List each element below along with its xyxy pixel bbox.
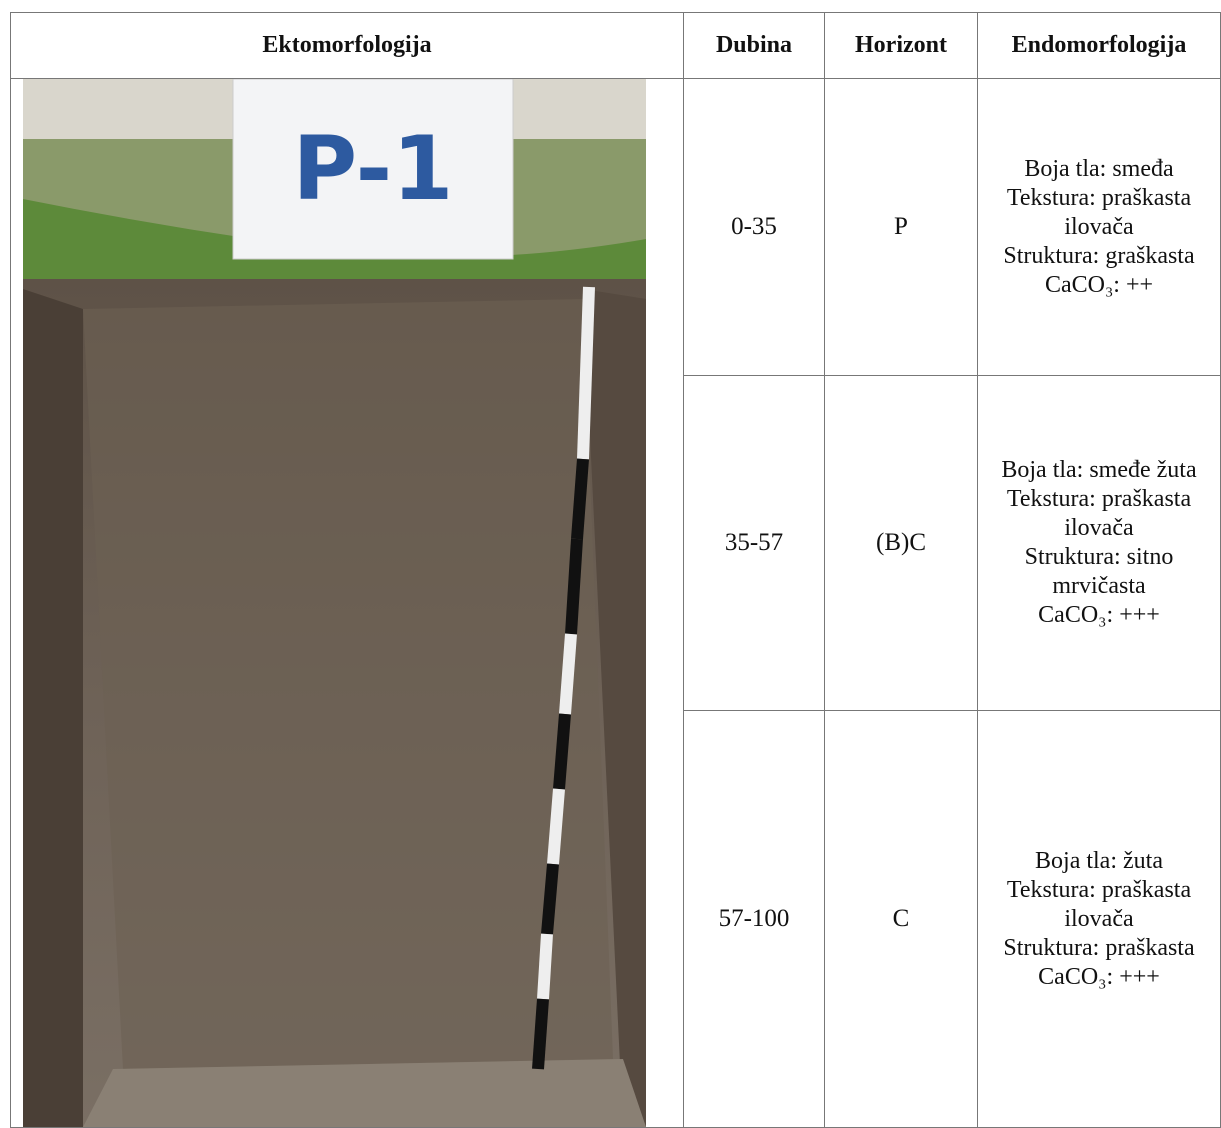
soil-profile-table: Ektomorfologija Dubina Horizont Endomorf… xyxy=(10,12,1221,1128)
header-cell: Endomorfologija xyxy=(978,13,1221,79)
property: Struktura: sitno mrvičasta xyxy=(980,543,1218,601)
property: Tekstura: praškasta ilovača xyxy=(980,876,1218,934)
property: Tekstura: praškasta ilovača xyxy=(980,184,1218,242)
header-row: Ektomorfologija Dubina Horizont Endomorf… xyxy=(11,13,1221,79)
property: CaCO₃: +++ xyxy=(980,963,1218,992)
horizon-cell: P xyxy=(825,79,978,376)
soil-pit-photo: P-1 xyxy=(23,79,646,1127)
header-cell: Horizont xyxy=(825,13,978,79)
sign-label: P-1 xyxy=(293,117,454,220)
property: Boja tla: smeđe žuta xyxy=(980,456,1218,485)
property: CaCO₃: ++ xyxy=(980,271,1218,300)
depth-cell: 35-57 xyxy=(684,376,825,711)
header-cell: Dubina xyxy=(684,13,825,79)
property: Boja tla: smeđa xyxy=(980,155,1218,184)
property: Boja tla: žuta xyxy=(980,847,1218,876)
photo-cell: P-1 xyxy=(11,79,684,1128)
depth-cell: 57-100 xyxy=(684,711,825,1128)
horizon-cell: (B)C xyxy=(825,376,978,711)
horizon-cell: C xyxy=(825,711,978,1128)
depth-cell: 0-35 xyxy=(684,79,825,376)
header-cell: Ektomorfologija xyxy=(11,13,684,79)
page: Ektomorfologija Dubina Horizont Endomorf… xyxy=(0,0,1221,1127)
property: Tekstura: praškasta ilovača xyxy=(980,485,1218,543)
property: CaCO₃: +++ xyxy=(980,601,1218,630)
property: Struktura: graškasta xyxy=(980,242,1218,271)
property: Struktura: praškasta xyxy=(980,934,1218,963)
